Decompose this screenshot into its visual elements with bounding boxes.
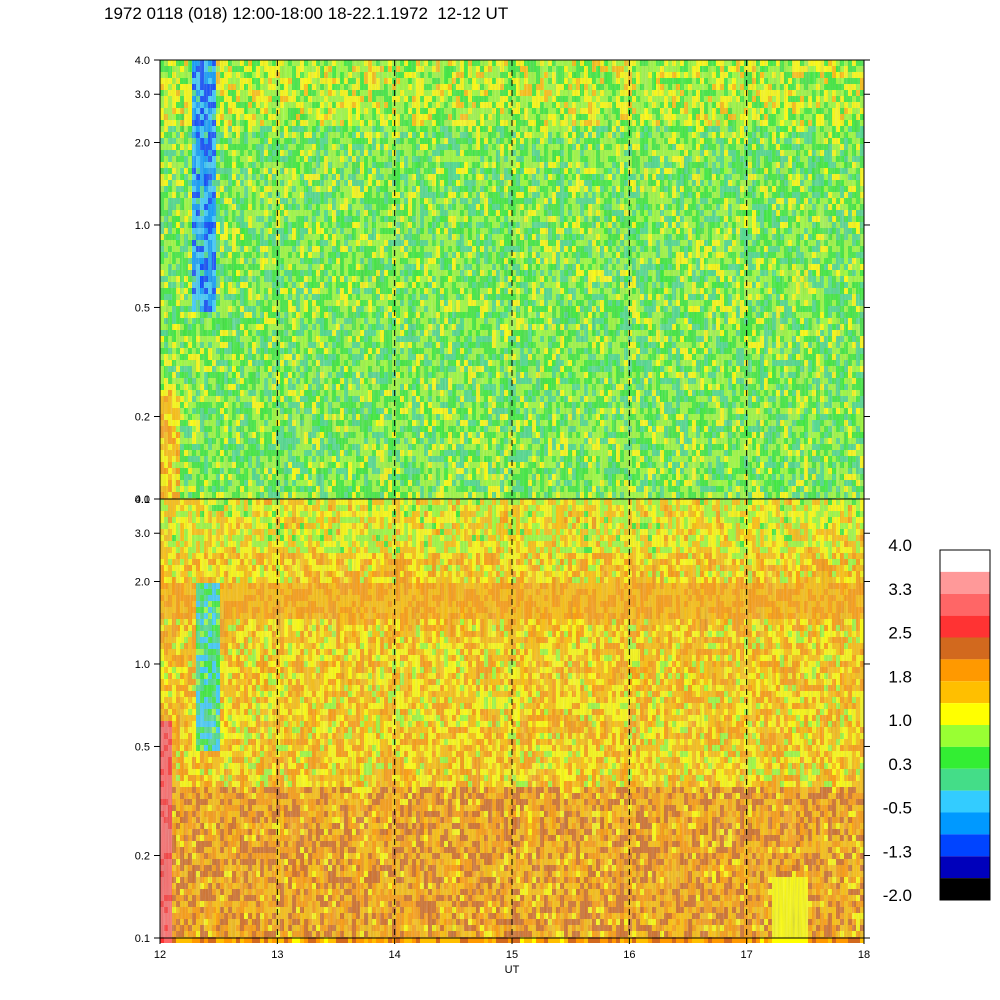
y-tick-label: 0.1 bbox=[135, 494, 150, 506]
colorbar-swatch bbox=[940, 746, 990, 769]
x-tick-label: 14 bbox=[389, 949, 401, 961]
y-tick-label: 3.0 bbox=[135, 528, 150, 540]
colorbar-label: 3.3 bbox=[888, 580, 912, 599]
x-tick-label: 12 bbox=[154, 949, 166, 961]
colorbar-label: -2.0 bbox=[883, 886, 912, 905]
x-tick-label: 17 bbox=[741, 949, 753, 961]
y-tick-label: 0.5 bbox=[135, 741, 150, 753]
y-tick-label: 2.0 bbox=[135, 137, 150, 149]
colorbar-swatch bbox=[940, 615, 990, 638]
y-tick-label: 4.0 bbox=[135, 494, 150, 506]
spectrogram-panel-lower: 0.1 0.2 0.5 1.0 2.0 3.0 4.0 12 13 14 15 16 17 18 UT bbox=[135, 494, 870, 976]
chart-title: 1972 0118 (018) 12:00-18:00 18-22.1.1972… bbox=[104, 4, 508, 24]
spectrogram-panel-upper: 0.1 0.2 0.5 1.0 2.0 3.0 4.0 bbox=[135, 55, 870, 506]
colorbar-swatch bbox=[940, 768, 990, 791]
colorbar-swatch bbox=[940, 725, 990, 747]
x-tick-label: 13 bbox=[271, 949, 283, 961]
colorbar-swatch bbox=[940, 703, 990, 725]
colorbar-label: 0.3 bbox=[888, 755, 912, 774]
colorbar-swatch bbox=[940, 790, 990, 813]
y-tick-label: 0.2 bbox=[135, 412, 150, 424]
y-tick-label: 4.0 bbox=[135, 55, 150, 67]
x-tick-label: 18 bbox=[858, 949, 870, 961]
y-tick-label: 0.5 bbox=[135, 302, 150, 314]
colorbar-label: -1.3 bbox=[883, 842, 912, 861]
y-tick-label: 1.0 bbox=[135, 659, 150, 671]
colorbar-label: 1.8 bbox=[888, 667, 912, 686]
colorbar-swatch bbox=[940, 593, 990, 616]
colorbar-swatch bbox=[940, 637, 990, 660]
y-tick-label: 0.2 bbox=[135, 851, 150, 863]
x-tick-label: 16 bbox=[623, 949, 635, 961]
y-tick-label: 0.1 bbox=[135, 933, 150, 945]
colorbar-swatch bbox=[940, 812, 990, 835]
y-tick-label: 2.0 bbox=[135, 576, 150, 588]
colorbar-swatch bbox=[940, 834, 990, 857]
y-tick-label: 3.0 bbox=[135, 89, 150, 101]
colorbar-swatch bbox=[940, 856, 990, 879]
x-axis-label: UT bbox=[505, 964, 520, 976]
colorbar-swatch bbox=[940, 878, 990, 900]
colorbar-label: 2.5 bbox=[888, 624, 912, 643]
x-tick-label: 15 bbox=[506, 949, 518, 961]
colorbar-swatch bbox=[940, 659, 990, 682]
colorbar-label: 4.0 bbox=[888, 536, 912, 555]
colorbar-swatch bbox=[940, 681, 990, 704]
colorbar-label: -0.5 bbox=[883, 799, 912, 818]
colorbar-swatch bbox=[940, 550, 990, 572]
colorbar-label: 1.0 bbox=[888, 711, 912, 730]
y-tick-label: 1.0 bbox=[135, 220, 150, 232]
colorbar-frame bbox=[939, 549, 991, 901]
colorbar-swatch bbox=[940, 571, 990, 594]
